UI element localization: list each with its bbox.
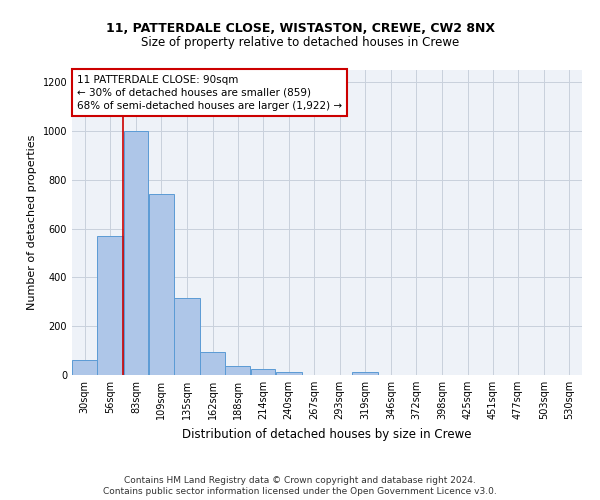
Bar	[174, 298, 200, 375]
Text: Contains public sector information licensed under the Open Government Licence v3: Contains public sector information licen…	[103, 487, 497, 496]
Bar	[124, 131, 148, 375]
Text: 11 PATTERDALE CLOSE: 90sqm
← 30% of detached houses are smaller (859)
68% of sem: 11 PATTERDALE CLOSE: 90sqm ← 30% of deta…	[77, 74, 342, 111]
Bar	[276, 372, 302, 375]
Bar	[149, 194, 173, 375]
Y-axis label: Number of detached properties: Number of detached properties	[27, 135, 37, 310]
Text: 11, PATTERDALE CLOSE, WISTASTON, CREWE, CW2 8NX: 11, PATTERDALE CLOSE, WISTASTON, CREWE, …	[106, 22, 494, 36]
Bar	[226, 366, 250, 375]
Bar	[97, 236, 123, 375]
Bar	[72, 360, 97, 375]
Bar	[251, 369, 275, 375]
Bar	[352, 372, 378, 375]
Bar	[200, 352, 225, 375]
X-axis label: Distribution of detached houses by size in Crewe: Distribution of detached houses by size …	[182, 428, 472, 440]
Text: Size of property relative to detached houses in Crewe: Size of property relative to detached ho…	[141, 36, 459, 49]
Text: Contains HM Land Registry data © Crown copyright and database right 2024.: Contains HM Land Registry data © Crown c…	[124, 476, 476, 485]
